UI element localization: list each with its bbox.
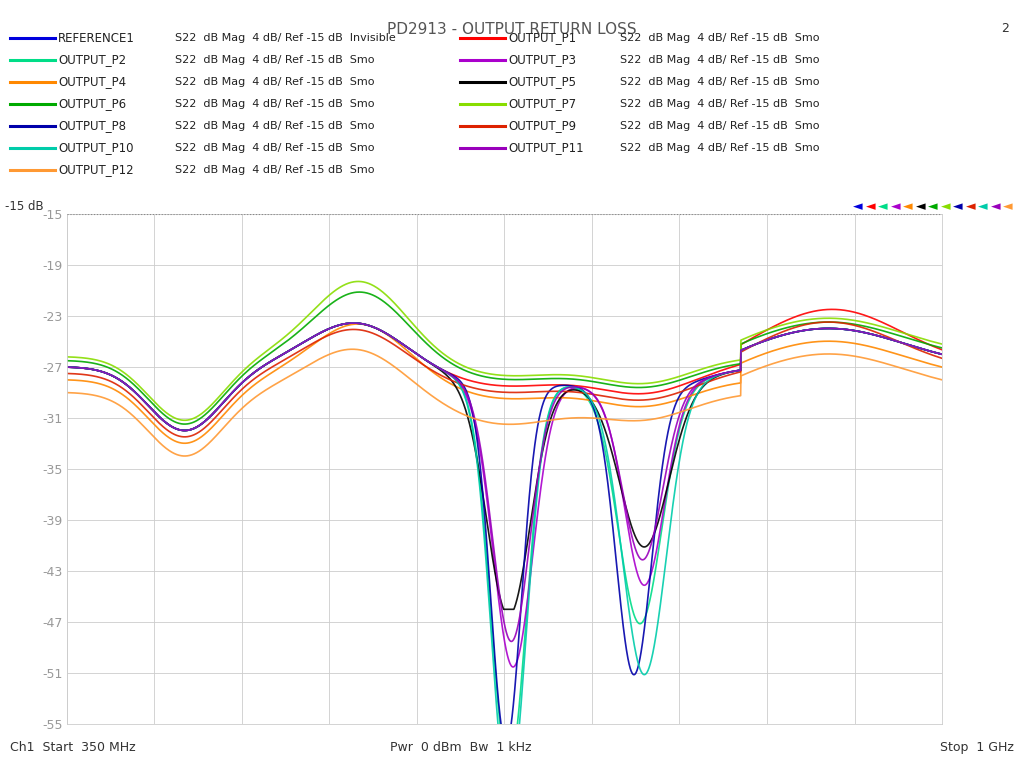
Text: S22  dB Mag  4 dB/ Ref -15 dB  Smo: S22 dB Mag 4 dB/ Ref -15 dB Smo <box>175 165 375 175</box>
Text: S22  dB Mag  4 dB/ Ref -15 dB  Smo: S22 dB Mag 4 dB/ Ref -15 dB Smo <box>175 99 375 109</box>
Text: OUTPUT_P8: OUTPUT_P8 <box>58 120 126 133</box>
Text: S22  dB Mag  4 dB/ Ref -15 dB  Smo: S22 dB Mag 4 dB/ Ref -15 dB Smo <box>175 77 375 87</box>
Text: ◄: ◄ <box>853 200 863 214</box>
Text: OUTPUT_P10: OUTPUT_P10 <box>58 141 133 154</box>
Text: ◄: ◄ <box>928 200 938 214</box>
Text: Stop  1 GHz: Stop 1 GHz <box>940 741 1014 754</box>
Text: PD2913 - OUTPUT RETURN LOSS: PD2913 - OUTPUT RETURN LOSS <box>387 22 637 37</box>
Text: S22  dB Mag  4 dB/ Ref -15 dB  Smo: S22 dB Mag 4 dB/ Ref -15 dB Smo <box>175 121 375 131</box>
Text: ◄: ◄ <box>953 200 963 214</box>
Text: S22  dB Mag  4 dB/ Ref -15 dB  Invisible: S22 dB Mag 4 dB/ Ref -15 dB Invisible <box>175 33 395 43</box>
Text: S22  dB Mag  4 dB/ Ref -15 dB  Smo: S22 dB Mag 4 dB/ Ref -15 dB Smo <box>175 55 375 65</box>
Text: ◄: ◄ <box>990 200 1000 214</box>
Text: -15 dB: -15 dB <box>5 200 44 214</box>
Text: OUTPUT_P4: OUTPUT_P4 <box>58 75 126 88</box>
Text: OUTPUT_P12: OUTPUT_P12 <box>58 164 133 177</box>
Text: OUTPUT_P7: OUTPUT_P7 <box>508 98 577 111</box>
Text: S22  dB Mag  4 dB/ Ref -15 dB  Smo: S22 dB Mag 4 dB/ Ref -15 dB Smo <box>620 55 819 65</box>
Text: S22  dB Mag  4 dB/ Ref -15 dB  Smo: S22 dB Mag 4 dB/ Ref -15 dB Smo <box>620 143 819 153</box>
Text: S22  dB Mag  4 dB/ Ref -15 dB  Smo: S22 dB Mag 4 dB/ Ref -15 dB Smo <box>620 121 819 131</box>
Text: Pwr  0 dBm  Bw  1 kHz: Pwr 0 dBm Bw 1 kHz <box>390 741 531 754</box>
Text: OUTPUT_P2: OUTPUT_P2 <box>58 54 126 67</box>
Text: OUTPUT_P9: OUTPUT_P9 <box>508 120 577 133</box>
Text: S22  dB Mag  4 dB/ Ref -15 dB  Smo: S22 dB Mag 4 dB/ Ref -15 dB Smo <box>620 33 819 43</box>
Text: ◄: ◄ <box>865 200 876 214</box>
Text: S22  dB Mag  4 dB/ Ref -15 dB  Smo: S22 dB Mag 4 dB/ Ref -15 dB Smo <box>620 77 819 87</box>
Text: ◄: ◄ <box>915 200 926 214</box>
Text: ◄: ◄ <box>1004 200 1013 214</box>
Text: REFERENCE1: REFERENCE1 <box>58 31 135 45</box>
Text: ◄: ◄ <box>903 200 912 214</box>
Text: Ch1  Start  350 MHz: Ch1 Start 350 MHz <box>10 741 136 754</box>
Text: S22  dB Mag  4 dB/ Ref -15 dB  Smo: S22 dB Mag 4 dB/ Ref -15 dB Smo <box>620 99 819 109</box>
Text: 2: 2 <box>1000 22 1009 35</box>
Text: ◄: ◄ <box>941 200 950 214</box>
Text: ◄: ◄ <box>891 200 900 214</box>
Text: S22  dB Mag  4 dB/ Ref -15 dB  Smo: S22 dB Mag 4 dB/ Ref -15 dB Smo <box>175 143 375 153</box>
Text: OUTPUT_P1: OUTPUT_P1 <box>508 31 577 45</box>
Text: OUTPUT_P5: OUTPUT_P5 <box>508 75 575 88</box>
Text: ◄: ◄ <box>966 200 975 214</box>
Text: OUTPUT_P11: OUTPUT_P11 <box>508 141 584 154</box>
Text: OUTPUT_P3: OUTPUT_P3 <box>508 54 575 67</box>
Text: ◄: ◄ <box>978 200 988 214</box>
Text: ◄: ◄ <box>879 200 888 214</box>
Text: OUTPUT_P6: OUTPUT_P6 <box>58 98 126 111</box>
